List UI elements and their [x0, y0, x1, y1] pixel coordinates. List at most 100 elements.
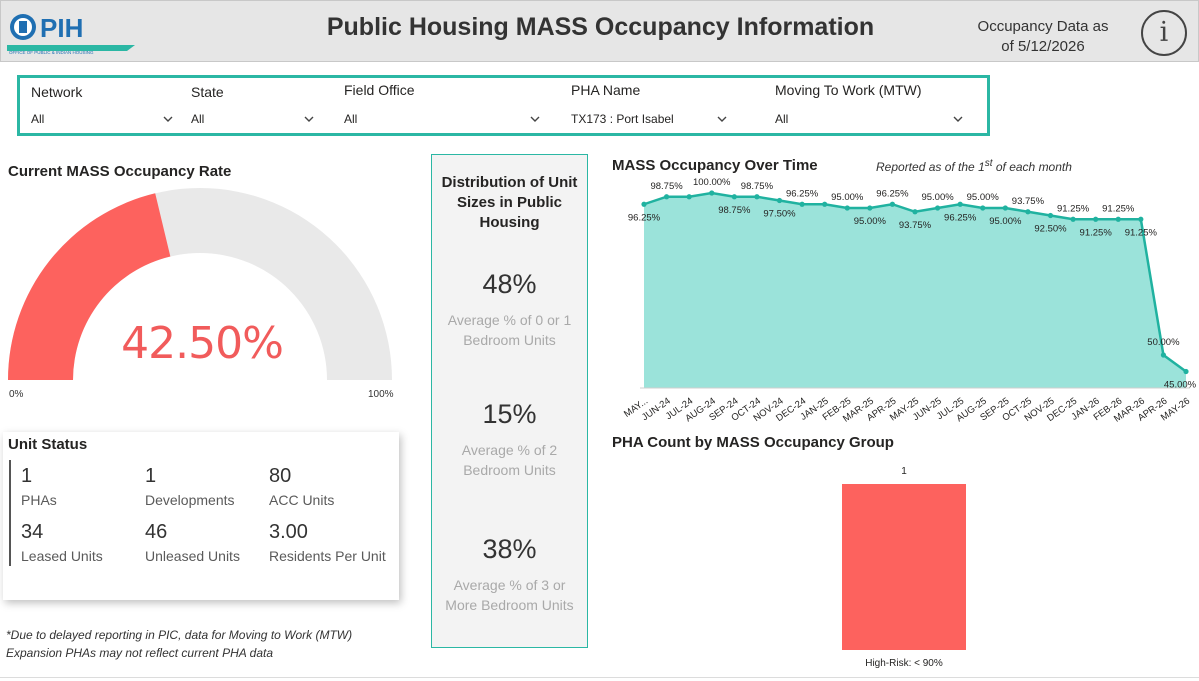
filter-moving-to-work[interactable]: Moving To Work (MTW) All [775, 78, 975, 133]
data-point[interactable] [844, 205, 850, 211]
data-label: 91.25% [1080, 227, 1113, 238]
line-chart-title: MASS Occupancy Over Time [612, 157, 818, 174]
bar-value-label: 1 [901, 466, 907, 477]
filter-pha-name[interactable]: PHA Name TX173 : Port Isabel [571, 78, 751, 133]
data-label: 96.25% [944, 212, 977, 223]
logo-subtext: OFFICE OF PUBLIC & INDIAN HOUSING [9, 50, 94, 55]
kpi-label: Leased Units [21, 548, 103, 564]
asof-line-1: Occupancy Data as [977, 18, 1109, 35]
chevron-down-icon[interactable] [163, 114, 173, 124]
chevron-down-icon[interactable] [717, 114, 727, 124]
chevron-down-icon[interactable] [953, 114, 963, 124]
data-label: 96.25% [786, 188, 819, 199]
data-point[interactable] [1138, 216, 1144, 222]
filter-value[interactable]: All [31, 112, 45, 126]
subtitle-text: Reported as of the 1 [876, 160, 985, 174]
data-point[interactable] [1025, 209, 1031, 215]
gauge-title: Current MASS Occupancy Rate [8, 163, 232, 180]
filter-label: Field Office [344, 82, 415, 98]
subtitle-text-end: of each month [992, 160, 1072, 174]
kpi-value: 46 [145, 521, 168, 543]
bar-chart-title: PHA Count by MASS Occupancy Group [612, 434, 894, 451]
kpi-label: Residents Per Unit [269, 548, 386, 564]
data-point[interactable] [934, 205, 941, 211]
kpi-value: 1 [21, 465, 33, 487]
filter-network[interactable]: Network All [31, 78, 181, 133]
distribution-value: 38% [482, 534, 537, 564]
kpi-label: ACC Units [269, 492, 335, 508]
data-label: 96.25% [628, 212, 661, 223]
pha-count-bar-chart: 1 High-Risk: < 90% [842, 466, 966, 669]
filter-value[interactable]: All [191, 112, 205, 126]
data-label: 50.00% [1147, 337, 1180, 348]
filter-value[interactable]: All [344, 112, 358, 126]
data-point[interactable] [1002, 205, 1008, 211]
data-point[interactable] [980, 205, 986, 211]
subtitle-superscript: st [984, 158, 993, 169]
data-point[interactable] [1070, 216, 1076, 222]
data-point[interactable] [867, 205, 873, 211]
data-point[interactable] [1115, 216, 1121, 222]
distribution-label-line: Average % of 2 [461, 442, 558, 458]
data-point[interactable] [957, 201, 963, 207]
distribution-title: Distribution of Unit Sizes in Public Hou… [432, 173, 587, 233]
kpi-value: 80 [269, 465, 292, 487]
gauge-max-label: 100% [368, 389, 394, 400]
data-label: 95.00% [921, 192, 954, 203]
data-point[interactable] [1183, 368, 1189, 375]
data-point[interactable] [686, 194, 692, 200]
kpi-value: 34 [21, 521, 44, 543]
data-point[interactable] [1047, 212, 1054, 219]
data-label: 100.00% [693, 177, 731, 188]
data-point[interactable] [754, 194, 760, 200]
unit-status-title: Unit Status [8, 436, 88, 453]
data-label: 95.00% [831, 192, 864, 203]
filter-state[interactable]: State All [191, 78, 321, 133]
distribution-value: 15% [482, 399, 537, 429]
data-point[interactable] [912, 209, 918, 215]
footnote-line-2: Expansion PHAs may not reflect current P… [6, 646, 274, 660]
data-point[interactable] [799, 201, 805, 207]
filter-value[interactable]: TX173 : Port Isabel [571, 112, 674, 126]
filter-label: PHA Name [571, 82, 641, 98]
data-label: 98.75% [741, 181, 774, 192]
data-label: 98.75% [718, 205, 751, 216]
data-label: 97.50% [763, 209, 796, 220]
data-label: 93.75% [1012, 196, 1045, 207]
area-fill [644, 193, 1186, 388]
footnote: *Due to delayed reporting in PIC, data f… [6, 626, 352, 662]
data-point[interactable] [889, 201, 896, 207]
distribution-label-line: More Bedroom Units [445, 597, 574, 613]
chevron-down-icon[interactable] [304, 114, 314, 124]
data-point[interactable] [776, 197, 783, 204]
data-label: 91.25% [1102, 203, 1135, 214]
data-point[interactable] [822, 201, 828, 207]
data-point[interactable] [731, 194, 737, 200]
distribution-title-line: Distribution of Unit [441, 174, 578, 191]
distribution-label-line: Bedroom Units [463, 332, 556, 348]
distribution-title-line: Housing [479, 214, 540, 231]
data-point[interactable] [1160, 352, 1167, 358]
filter-bar: Network All State All Field Office All P… [17, 75, 990, 136]
filter-label: State [191, 84, 224, 100]
filter-field-office[interactable]: Field Office All [344, 78, 544, 133]
data-label: 95.00% [854, 216, 887, 227]
data-as-of: Occupancy Data as of 5/12/2026 [975, 17, 1111, 57]
info-icon[interactable]: i [1141, 10, 1187, 56]
gauge-fill[interactable] [8, 193, 171, 380]
filter-value[interactable]: All [775, 112, 789, 126]
data-point[interactable] [1093, 216, 1099, 222]
data-point[interactable] [663, 194, 670, 200]
data-point[interactable] [641, 201, 647, 207]
bar[interactable] [842, 484, 966, 650]
chevron-down-icon[interactable] [530, 114, 540, 124]
kpi-label: Unleased Units [145, 548, 240, 564]
kpi-label: Developments [145, 492, 235, 508]
data-point[interactable] [709, 190, 715, 196]
filter-label: Network [31, 84, 83, 100]
kpi-label: PHAs [21, 492, 57, 508]
data-label: 92.50% [1034, 224, 1067, 235]
data-label: 98.75% [650, 181, 683, 192]
distribution-value: 48% [482, 269, 537, 299]
bar-category-label: High-Risk: < 90% [865, 658, 943, 669]
